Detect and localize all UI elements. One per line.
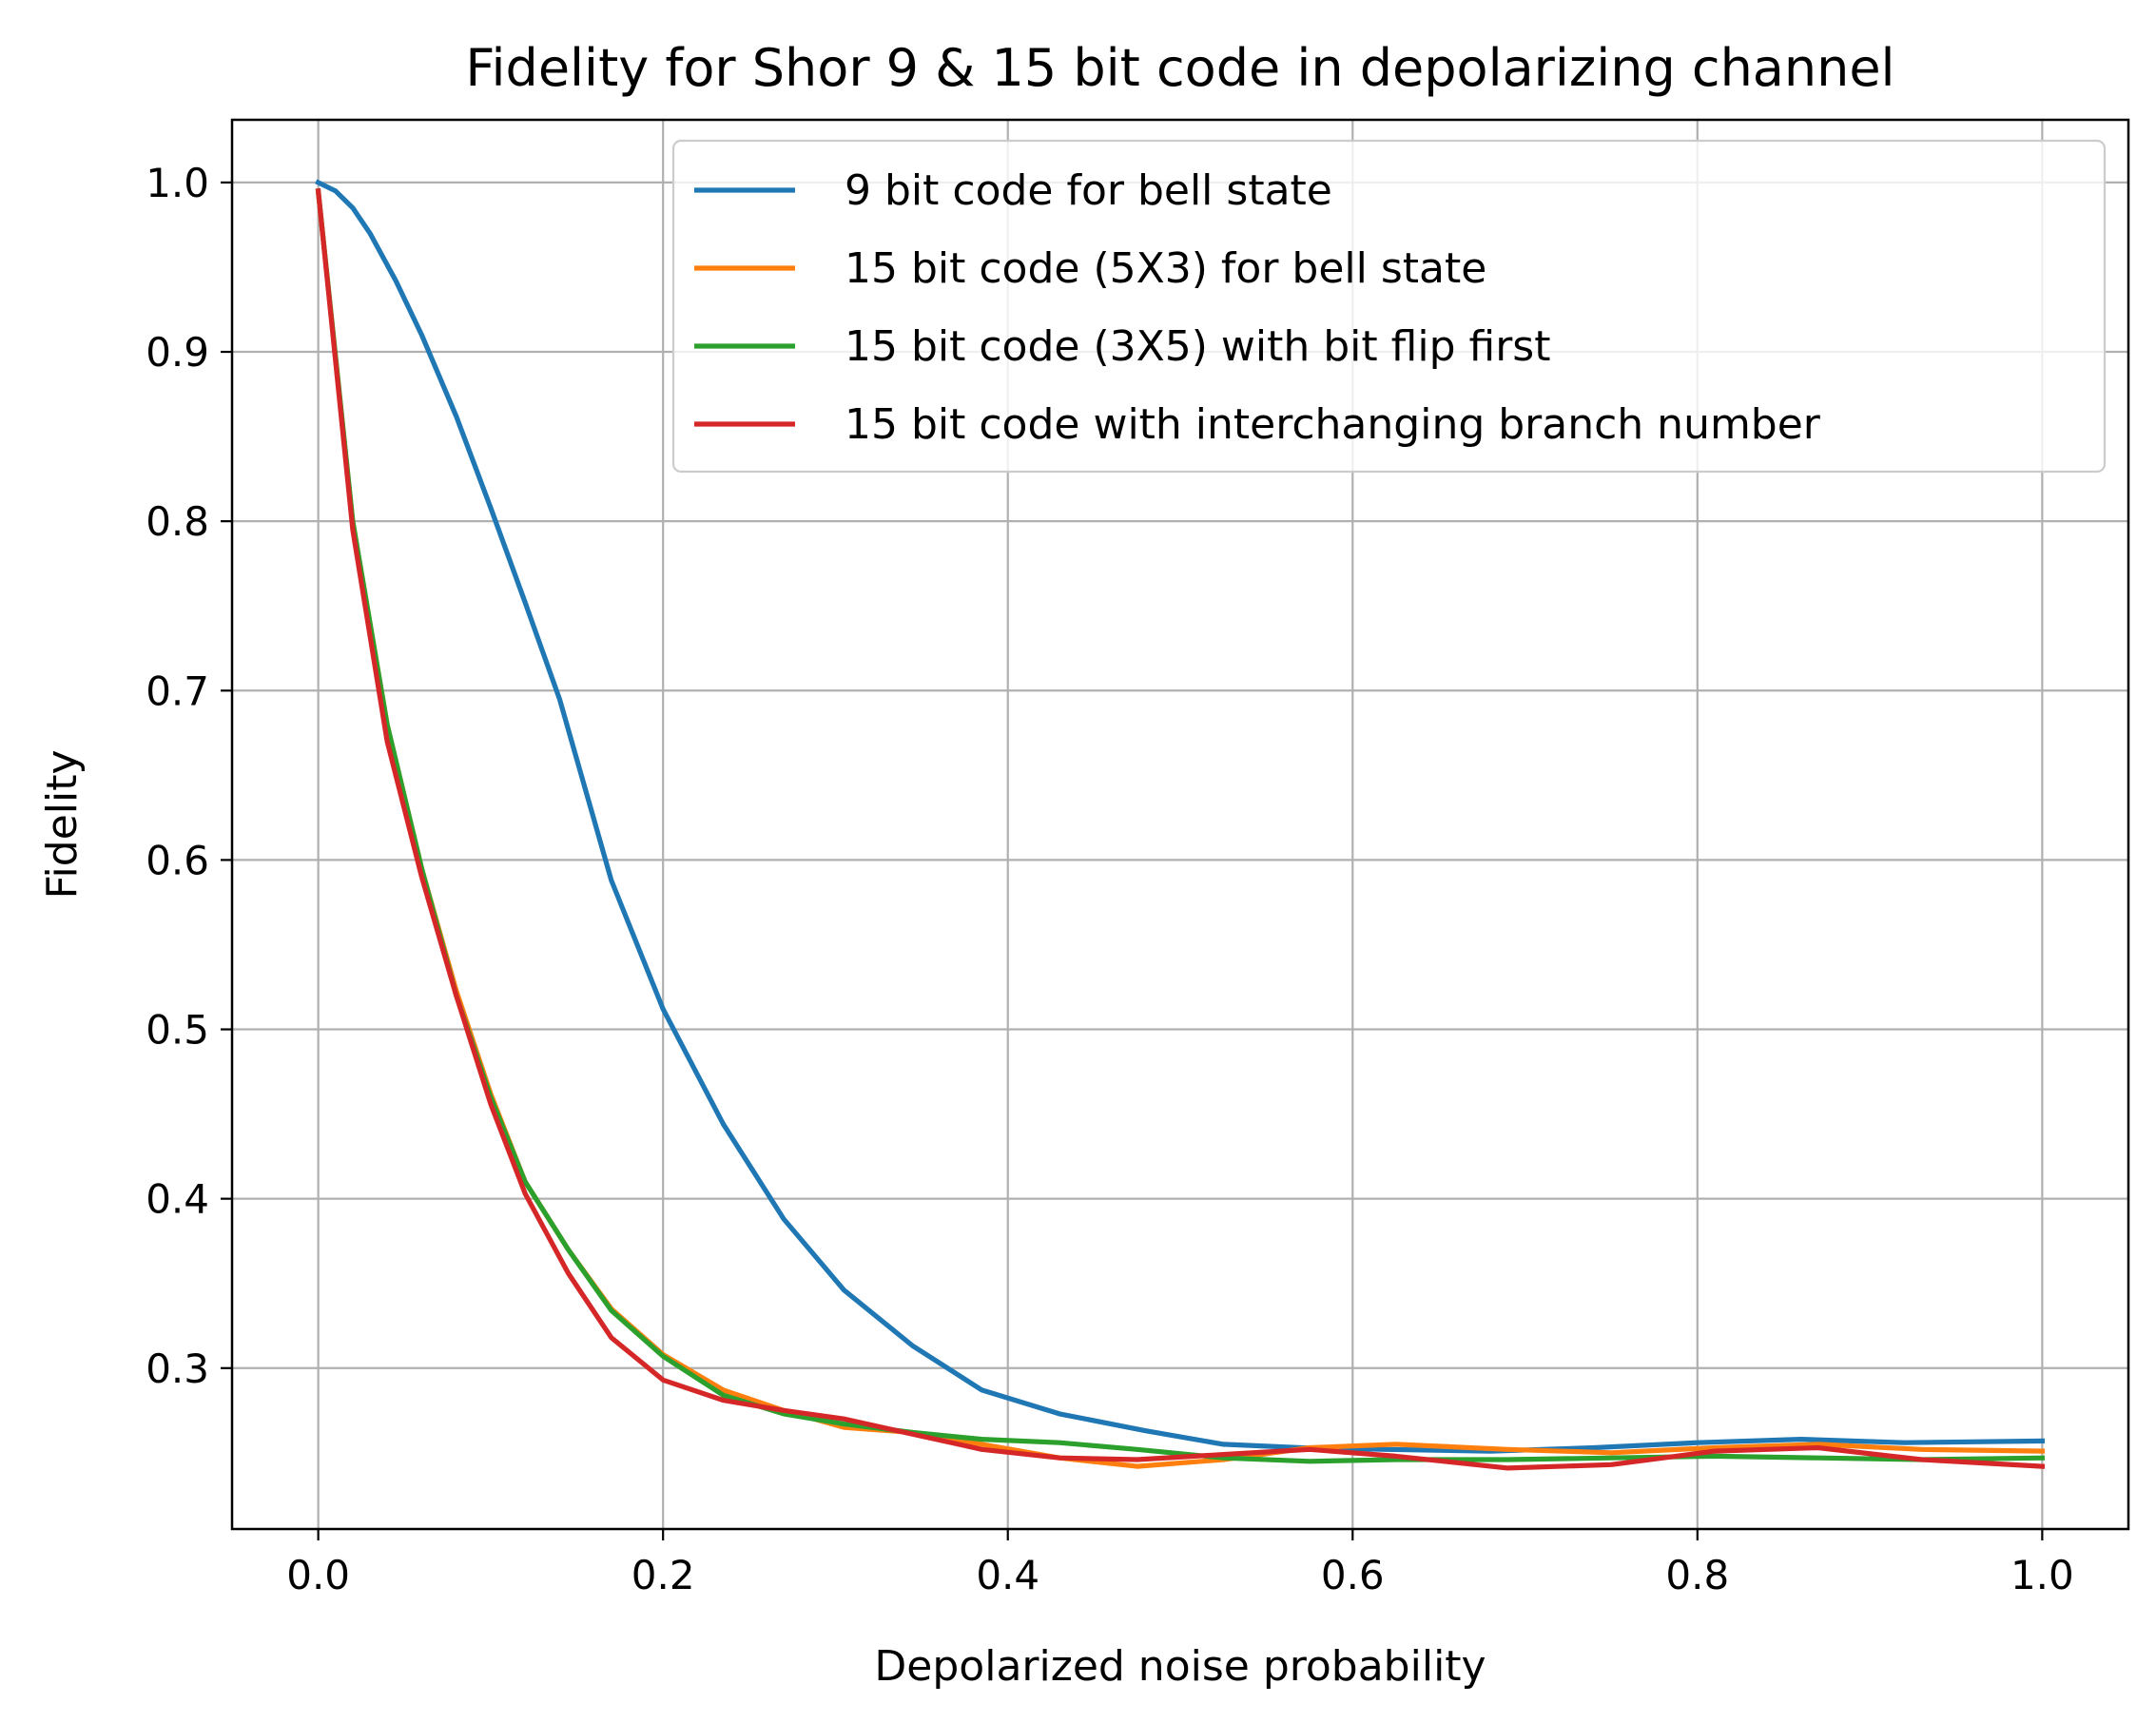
legend-label: 15 bit code (3X5) with bit flip first	[845, 322, 1550, 371]
y-axis-title: Fidelity	[38, 749, 87, 899]
legend-label: 9 bit code for bell state	[845, 166, 1332, 215]
x-axis-title: Depolarized noise probability	[874, 1642, 1486, 1691]
legend: 9 bit code for bell state 15 bit code (5X…	[671, 139, 2107, 474]
x-tick-label: 0.8	[1665, 1552, 1729, 1598]
series-lines	[315, 179, 2046, 1471]
y-tick-label: 0.3	[146, 1345, 209, 1392]
legend-label: 15 bit code (5X3) for bell state	[845, 244, 1486, 293]
x-tick-label: 0.6	[1321, 1552, 1385, 1598]
series-line-4	[315, 187, 2046, 1471]
axis-ticks: 0.0 0.2 0.4 0.6 0.8 1.0 0.3 0.4 0.5 0.6 0.7 0.8 0.9 1…	[146, 160, 2074, 1598]
x-tick-label: 0.4	[976, 1552, 1039, 1598]
y-tick-label: 0.7	[146, 668, 209, 714]
y-tick-label: 0.8	[146, 498, 209, 545]
legend-box	[671, 139, 2107, 474]
chart-title: Fidelity for Shor 9 & 15 bit code in dep…	[465, 38, 1894, 98]
y-tick-label: 0.5	[146, 1007, 209, 1054]
x-tick-label: 0.0	[286, 1552, 350, 1598]
y-tick-label: 0.4	[146, 1176, 209, 1223]
y-tick-label: 1.0	[146, 160, 209, 206]
x-tick-label: 1.0	[2010, 1552, 2074, 1598]
y-tick-label: 0.9	[146, 329, 209, 376]
legend-label: 15 bit code with interchanging branch nu…	[845, 400, 1821, 449]
plot-frame	[230, 118, 2130, 1531]
y-tick-label: 0.6	[146, 837, 209, 883]
x-tick-label: 0.2	[631, 1552, 695, 1598]
